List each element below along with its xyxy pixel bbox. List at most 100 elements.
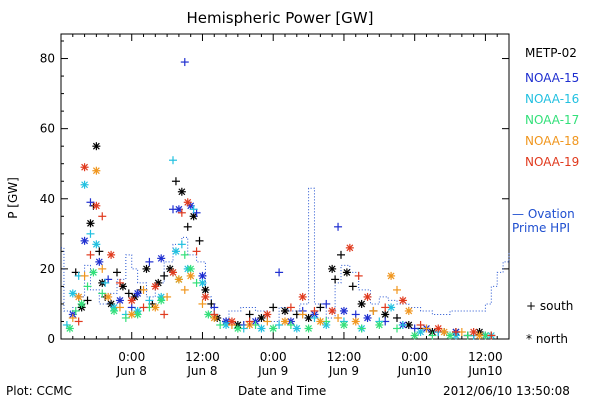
data-point — [139, 303, 148, 312]
data-point — [204, 310, 213, 319]
data-point — [393, 324, 401, 333]
data-point — [292, 324, 301, 333]
data-point — [127, 310, 136, 319]
data-point — [275, 320, 284, 329]
data-point — [157, 296, 166, 305]
data-point — [95, 247, 104, 256]
data-point — [286, 320, 295, 329]
data-point — [133, 289, 142, 298]
data-point — [440, 327, 449, 336]
data-point — [92, 166, 101, 175]
data-point — [115, 296, 124, 305]
data-point — [80, 236, 89, 245]
data-point — [233, 324, 242, 333]
data-point — [257, 324, 266, 333]
data-point — [451, 327, 460, 336]
data-point — [110, 306, 119, 315]
data-point — [80, 271, 89, 280]
data-point — [139, 285, 148, 294]
data-point — [186, 271, 195, 280]
chart-title: Hemispheric Power [GW] — [186, 9, 374, 27]
x-tick-label-date: Jun10 — [397, 364, 432, 378]
data-point — [381, 310, 390, 319]
data-point — [422, 324, 431, 333]
data-point — [74, 292, 83, 301]
data-point — [92, 142, 101, 151]
data-point — [398, 296, 407, 305]
data-point — [183, 222, 192, 231]
data-point — [77, 299, 86, 308]
data-point — [331, 275, 340, 284]
data-point — [115, 303, 124, 312]
data-point — [71, 306, 80, 315]
data-point — [348, 282, 357, 291]
data-point — [177, 240, 186, 249]
data-point — [86, 229, 95, 238]
data-point — [210, 310, 219, 319]
data-point — [80, 180, 89, 189]
data-point — [183, 198, 192, 207]
x-tick-label-date: Jun 9 — [328, 364, 359, 378]
data-point — [245, 317, 254, 326]
data-point — [463, 331, 472, 340]
plot-credit: Plot: CCMC — [6, 384, 72, 398]
data-point — [80, 163, 89, 172]
legend-entry-noaa-15: NOAA-15 — [525, 71, 580, 85]
y-tick-label: 60 — [40, 122, 55, 136]
data-point — [281, 317, 289, 326]
data-point — [89, 268, 98, 277]
data-point — [357, 324, 366, 333]
x-tick-label-time: 12:00 — [468, 350, 503, 364]
data-point — [434, 324, 443, 333]
data-point — [65, 324, 74, 333]
data-point — [177, 208, 186, 217]
data-point — [275, 268, 284, 277]
data-point — [393, 313, 401, 322]
data-point — [121, 313, 130, 322]
series-noaa-16 — [62, 156, 496, 340]
data-point — [375, 320, 384, 329]
legend-ovation-prime-hpi: — Ovation Prime HPI — [512, 207, 575, 235]
data-point — [469, 327, 478, 336]
data-point — [387, 271, 396, 280]
data-point — [92, 201, 101, 210]
data-point — [245, 310, 254, 319]
data-point — [107, 250, 116, 259]
data-point — [210, 303, 219, 312]
legend-entry-noaa-18: NOAA-18 — [525, 134, 580, 148]
data-point — [157, 254, 166, 263]
data-point — [201, 285, 210, 294]
data-point — [142, 264, 151, 273]
data-point — [195, 236, 204, 245]
data-point — [86, 250, 95, 259]
data-point — [92, 240, 101, 249]
data-point — [151, 282, 160, 291]
data-point — [328, 264, 337, 273]
x-tick-label-time: 12:00 — [327, 350, 362, 364]
data-point — [404, 306, 413, 315]
data-point — [487, 331, 496, 340]
x-tick-label-time: 0:00 — [401, 350, 428, 364]
data-point — [369, 306, 378, 315]
data-point — [151, 303, 160, 312]
data-point — [334, 222, 343, 231]
data-point — [83, 296, 92, 305]
data-point — [357, 299, 366, 308]
data-point — [337, 250, 345, 259]
data-point — [304, 324, 313, 333]
legend-entry-noaa-17: NOAA-17 — [525, 113, 580, 127]
data-point — [416, 327, 425, 336]
data-point — [428, 331, 437, 340]
data-point — [180, 250, 189, 259]
data-point — [316, 303, 325, 312]
data-point — [113, 268, 121, 277]
data-point — [180, 285, 189, 294]
data-point — [160, 310, 169, 319]
legend-entry-noaa-16: NOAA-16 — [525, 92, 580, 106]
data-point — [342, 268, 351, 277]
data-point — [298, 292, 307, 301]
data-point — [363, 292, 372, 301]
data-point — [169, 268, 177, 277]
data-point — [398, 320, 407, 329]
